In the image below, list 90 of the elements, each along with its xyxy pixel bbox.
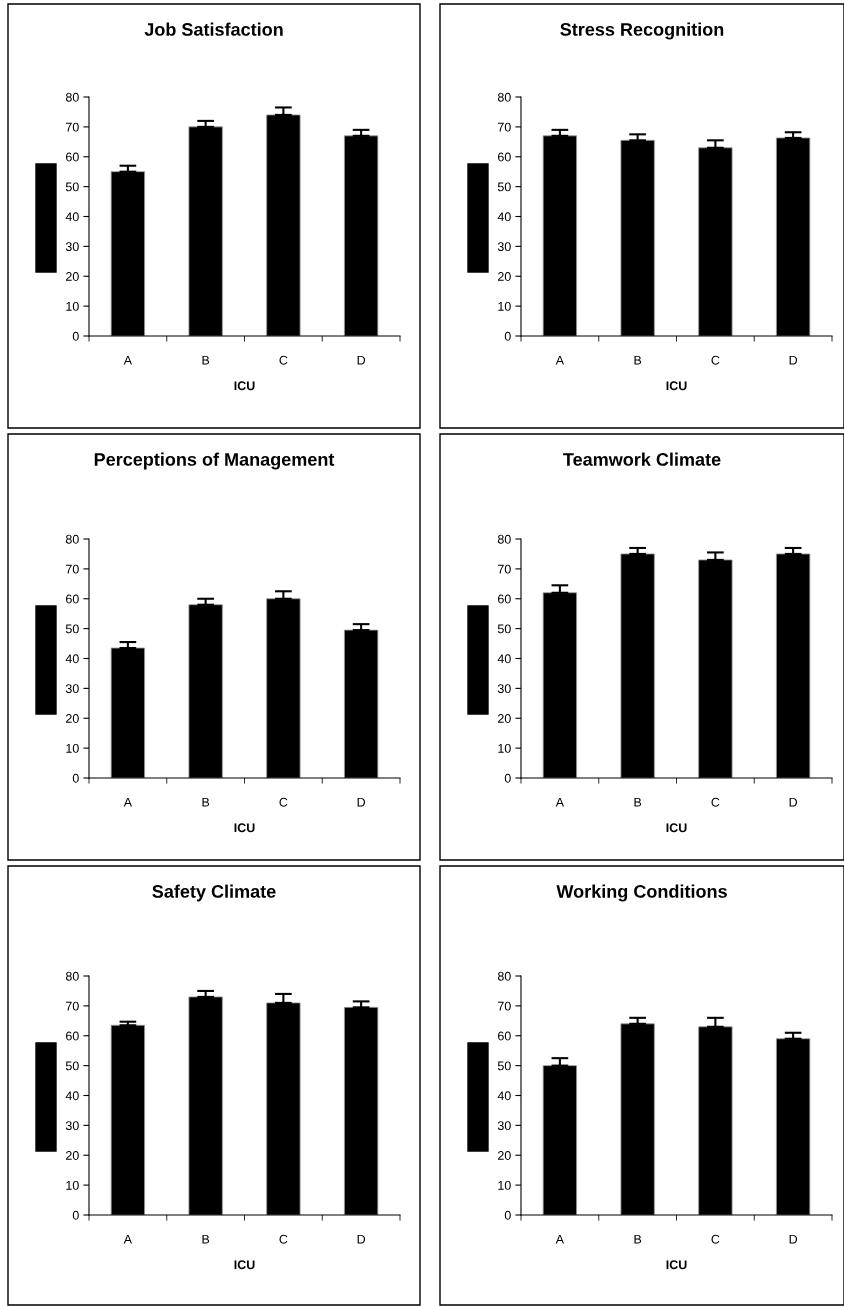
chart-title: Teamwork Climate — [563, 452, 721, 466]
y-tick-label: 80 — [65, 92, 79, 102]
y-tick-label: 50 — [65, 182, 79, 192]
y-tick-label: 80 — [497, 92, 511, 102]
y-tick-label: 80 — [497, 971, 511, 981]
y-tick-label: 60 — [66, 152, 79, 162]
y-tick-label: 50 — [65, 1061, 79, 1071]
y-tick-label: 60 — [498, 1031, 511, 1041]
chart-title: Job Satisfaction — [144, 22, 283, 36]
y-tick-label: 20 — [66, 272, 79, 281]
x-tick-label: C — [711, 797, 720, 807]
x-tick-label: C — [279, 797, 288, 807]
x-tick-label: D — [357, 1234, 366, 1244]
x-axis-title: ICU — [666, 381, 687, 391]
y-tick-label: 70 — [498, 564, 511, 574]
y-tick-label: 20 — [498, 272, 511, 281]
y-tick-label: 40 — [65, 212, 79, 222]
y-tick-label: 60 — [498, 152, 511, 162]
x-axis-title: ICU — [234, 1260, 255, 1270]
x-tick-label: B — [634, 355, 642, 365]
x-tick-label: D — [357, 797, 366, 807]
x-tick-label: B — [634, 797, 642, 807]
x-tick-label: A — [123, 355, 133, 365]
y-tick-label: 50 — [497, 1061, 511, 1071]
x-tick-label: B — [202, 355, 210, 365]
y-tick-label: 30 — [65, 684, 79, 694]
x-tick-label: C — [279, 1234, 288, 1244]
x-tick-label: B — [202, 797, 210, 807]
y-tick-label: 0 — [504, 773, 511, 783]
y-tick-label: 70 — [498, 1001, 511, 1011]
x-tick-label: B — [202, 1234, 210, 1244]
y-tick-label: 0 — [72, 773, 79, 783]
y-tick-label: 40 — [497, 1091, 511, 1101]
y-tick-label: 80 — [65, 534, 79, 544]
y-tick-label: 70 — [66, 122, 79, 132]
y-tick-label: 60 — [66, 1031, 79, 1041]
x-tick-label: A — [555, 355, 565, 365]
y-tick-label: 30 — [497, 242, 511, 252]
x-tick-label: C — [711, 355, 720, 365]
x-axis-title: ICU — [234, 381, 255, 391]
x-tick-label: A — [555, 1234, 565, 1244]
y-tick-label: 10 — [66, 301, 79, 311]
y-tick-label: 70 — [498, 122, 511, 132]
y-tick-label: 20 — [498, 714, 511, 723]
y-tick-label: 0 — [72, 331, 79, 341]
y-tick-label: 30 — [65, 1121, 79, 1131]
x-tick-label: D — [789, 797, 798, 807]
y-tick-label: 0 — [504, 1210, 511, 1220]
chart-title: Safety Climate — [152, 884, 276, 902]
y-tick-label: 70 — [66, 1001, 79, 1011]
y-tick-label: 20 — [66, 1151, 79, 1160]
y-tick-label: 60 — [66, 594, 79, 604]
x-axis-title: ICU — [666, 823, 687, 833]
x-tick-label: A — [555, 797, 565, 807]
y-tick-label: 70 — [66, 564, 79, 574]
chart-title: Stress Recognition — [560, 22, 724, 40]
chart-title: Perceptions of Management — [94, 452, 335, 470]
y-tick-label: 20 — [498, 1151, 511, 1160]
y-tick-label: 10 — [66, 1180, 79, 1190]
y-tick-label: 10 — [498, 1180, 511, 1190]
y-tick-label: 0 — [72, 1210, 79, 1220]
y-tick-label: 50 — [65, 624, 79, 634]
y-tick-label: 20 — [66, 714, 79, 723]
y-tick-label: 30 — [497, 1121, 511, 1131]
y-tick-label: 10 — [498, 301, 511, 311]
x-axis-title: ICU — [666, 1260, 687, 1270]
y-tick-label: 80 — [497, 534, 511, 544]
y-tick-label: 50 — [497, 182, 511, 192]
x-tick-label: B — [634, 1234, 642, 1244]
x-axis-title: ICU — [234, 823, 255, 833]
x-tick-label: D — [357, 355, 366, 365]
x-tick-label: D — [789, 355, 798, 365]
x-tick-label: A — [123, 1234, 133, 1244]
y-tick-label: 40 — [497, 654, 511, 664]
y-tick-label: 40 — [497, 212, 511, 222]
y-tick-label: 0 — [504, 331, 511, 341]
y-tick-label: 10 — [498, 743, 511, 753]
y-tick-label: 80 — [65, 971, 79, 981]
y-tick-label: 30 — [497, 684, 511, 694]
x-tick-label: D — [789, 1234, 798, 1244]
x-tick-label: C — [711, 1234, 720, 1244]
y-tick-label: 40 — [65, 1091, 79, 1101]
y-tick-label: 30 — [65, 242, 79, 252]
y-tick-label: 40 — [65, 654, 79, 664]
x-tick-label: C — [279, 355, 288, 365]
chart-title: Working Conditions — [556, 884, 727, 902]
x-tick-label: A — [123, 797, 133, 807]
y-tick-label: 10 — [66, 743, 79, 753]
y-tick-label: 50 — [497, 624, 511, 634]
y-tick-label: 60 — [498, 594, 511, 604]
